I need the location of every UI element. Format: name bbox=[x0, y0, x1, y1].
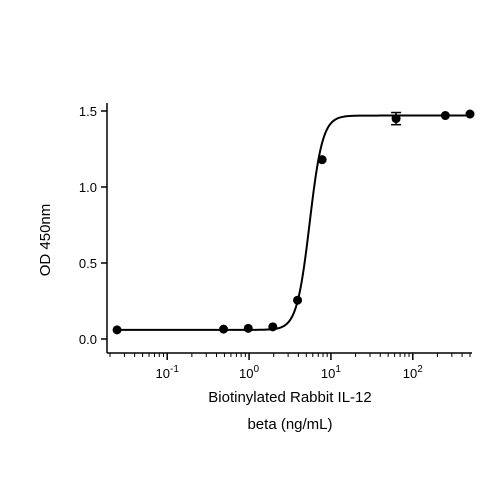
x-axis-title-line-2: beta (ng/mL) bbox=[247, 416, 332, 433]
x-tick-label: 101 bbox=[321, 364, 341, 381]
data-point bbox=[112, 325, 122, 335]
data-point bbox=[317, 155, 327, 165]
y-axis-title: OD 450nm bbox=[37, 204, 54, 277]
fit-curve bbox=[117, 114, 470, 331]
y-tick-label: 1.5 bbox=[79, 104, 97, 119]
data-point bbox=[293, 295, 303, 305]
x-axis-title-line-1: Biotinylated Rabbit IL-12 bbox=[208, 389, 371, 406]
axes bbox=[106, 103, 472, 354]
x-tick-label: 10-1 bbox=[156, 364, 180, 381]
x-tick-label: 100 bbox=[239, 364, 259, 381]
data-point bbox=[219, 324, 229, 334]
data-point bbox=[391, 114, 401, 124]
ticks: 0.0 0.5 1.0 1.5 10-1 100 101 102 bbox=[79, 104, 471, 381]
fit-curve-layer bbox=[117, 114, 470, 331]
data-point bbox=[440, 111, 450, 121]
x-tick-label: 102 bbox=[403, 364, 423, 381]
data-point bbox=[268, 322, 278, 332]
data-points bbox=[112, 109, 475, 335]
data-point bbox=[243, 323, 253, 333]
y-tick-label: 0.5 bbox=[79, 256, 97, 271]
data-point bbox=[465, 109, 475, 119]
y-tick-label: 0.0 bbox=[79, 332, 97, 347]
y-tick-label: 1.0 bbox=[79, 180, 97, 195]
